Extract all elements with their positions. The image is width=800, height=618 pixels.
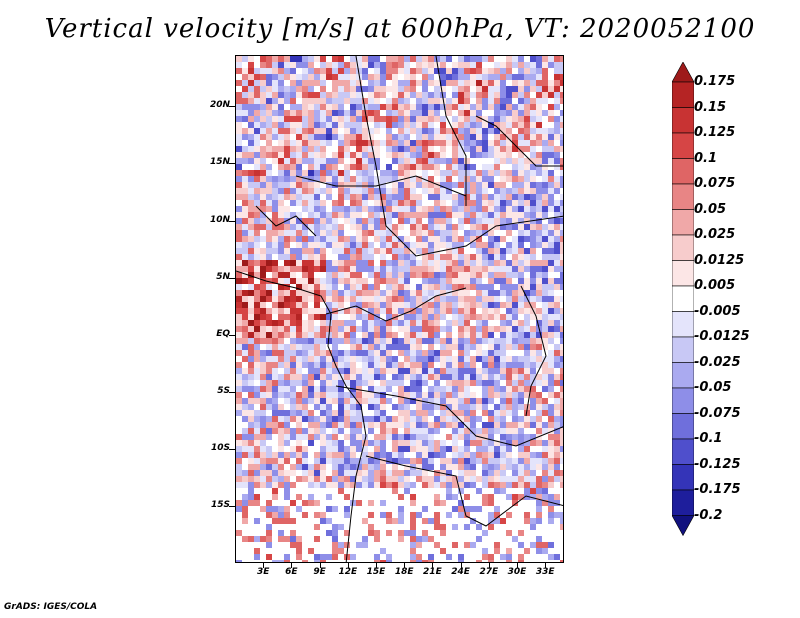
colorbar-segment bbox=[672, 132, 694, 159]
colorbar-label: 0.075 bbox=[694, 176, 736, 191]
colorbar-top-arrow bbox=[672, 62, 694, 83]
lon-tick bbox=[347, 563, 349, 568]
lat-label: 15N bbox=[209, 157, 230, 168]
colorbar-segment bbox=[672, 464, 694, 491]
colorbar-segment bbox=[672, 285, 694, 312]
colorbar bbox=[672, 62, 694, 537]
lon-tick bbox=[488, 563, 490, 568]
lon-label: 27E bbox=[479, 567, 499, 577]
lat-tick bbox=[229, 106, 235, 108]
colorbar-segment bbox=[672, 413, 694, 440]
colorbar-segment bbox=[672, 81, 694, 108]
lat-tick bbox=[229, 391, 235, 393]
lon-label: 3E bbox=[256, 567, 270, 577]
colorbar-segment bbox=[672, 336, 694, 363]
colorbar-segment bbox=[672, 489, 694, 516]
lon-tick bbox=[376, 563, 377, 568]
chart-title: Vertical velocity [m/s] at 600hPa, VT: 2… bbox=[44, 14, 756, 44]
colorbar-label: 0.175 bbox=[694, 74, 736, 89]
lon-tick bbox=[545, 563, 547, 568]
lat-label: 10S bbox=[210, 442, 230, 453]
colorbar-label: 0.1 bbox=[694, 150, 718, 166]
lon-tick bbox=[319, 563, 321, 568]
lat-label: 5S bbox=[217, 385, 230, 396]
colorbar-segment bbox=[672, 311, 694, 338]
colorbar-bottom-arrow bbox=[672, 515, 694, 537]
lat-label: 10N bbox=[209, 214, 230, 225]
lon-label: 6E bbox=[285, 567, 298, 577]
lon-tick bbox=[263, 563, 265, 568]
colorbar-label: 0.0125 bbox=[694, 252, 745, 268]
colorbar-label: 0.025 bbox=[694, 227, 736, 242]
lon-label: 21E bbox=[423, 567, 442, 577]
lat-label: 5N bbox=[216, 271, 230, 282]
colorbar-label: -0.0125 bbox=[694, 329, 750, 344]
colorbar-label: 0.005 bbox=[694, 278, 736, 293]
lat-tick bbox=[229, 277, 235, 279]
colorbar-label: -0.1 bbox=[694, 431, 723, 446]
colorbar-label: 0.125 bbox=[694, 125, 736, 140]
lat-tick bbox=[229, 448, 235, 450]
lon-tick bbox=[460, 563, 462, 568]
lon-tick bbox=[291, 563, 293, 568]
colorbar-label: 0.15 bbox=[694, 99, 727, 115]
lat-label: EQ bbox=[216, 328, 230, 339]
colorbar-segment bbox=[672, 438, 694, 465]
colorbar-segment bbox=[672, 183, 694, 210]
colorbar-segment bbox=[672, 260, 694, 287]
colorbar-label: -0.125 bbox=[694, 456, 741, 472]
lat-label: 20N bbox=[209, 100, 230, 111]
colorbar-segment bbox=[672, 158, 694, 185]
colorbar-segment bbox=[672, 362, 694, 389]
colorbar-label: 0.05 bbox=[694, 201, 727, 217]
colorbar-segment bbox=[672, 387, 694, 414]
lon-label: 33E bbox=[535, 567, 555, 577]
lat-tick bbox=[229, 220, 235, 222]
colorbar-label: -0.075 bbox=[694, 405, 741, 421]
colorbar-segment bbox=[672, 209, 694, 236]
lon-tick bbox=[432, 563, 434, 568]
colorbar-label: -0.175 bbox=[694, 482, 741, 497]
grads-credit: GrADS: IGES/COLA bbox=[4, 602, 98, 612]
colorbar-label: -0.2 bbox=[694, 507, 723, 523]
lon-label: 12E bbox=[338, 567, 358, 577]
colorbar-label: -0.005 bbox=[694, 303, 741, 319]
colorbar-segment bbox=[672, 234, 694, 261]
shaded-cells bbox=[236, 56, 563, 562]
lat-tick bbox=[229, 505, 235, 507]
lat-tick bbox=[229, 334, 235, 336]
colorbar-label: -0.025 bbox=[694, 354, 741, 370]
lon-label: 15E bbox=[366, 567, 386, 577]
map-panel bbox=[235, 55, 564, 563]
lat-tick bbox=[229, 163, 235, 165]
lat-label: 15S bbox=[210, 499, 230, 510]
colorbar-segment bbox=[672, 107, 694, 134]
lon-label: 9E bbox=[313, 567, 326, 577]
lon-label: 24E bbox=[451, 567, 470, 577]
country-borders bbox=[236, 56, 563, 562]
colorbar-label: -0.05 bbox=[694, 380, 732, 395]
lon-label: 18E bbox=[394, 567, 414, 577]
velocity-field bbox=[236, 56, 563, 562]
lon-tick bbox=[404, 563, 406, 568]
lon-label: 30E bbox=[507, 567, 527, 577]
lon-tick bbox=[517, 563, 518, 568]
